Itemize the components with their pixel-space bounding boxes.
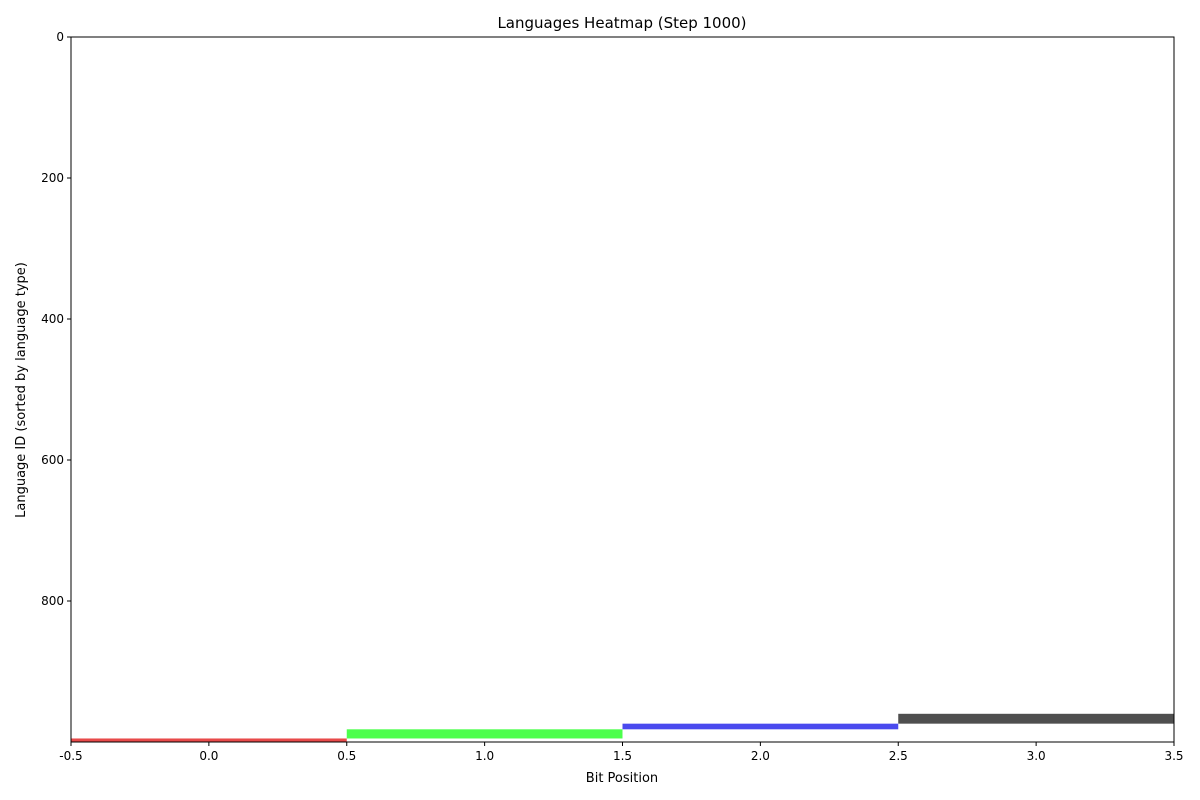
y-tick-label: 400: [41, 312, 64, 326]
x-axis-ticks: -0.5 0.0 0.5 1.0 1.5 2.0 2.5 3.0 3.5: [59, 742, 1184, 763]
x-tick-label: 3.0: [1027, 749, 1046, 763]
heatmap-cell-bit-2: [622, 723, 899, 730]
chart-title: Languages Heatmap (Step 1000): [497, 14, 746, 32]
x-tick-label: 0.0: [199, 749, 218, 763]
x-tick-label: 2.0: [751, 749, 770, 763]
x-tick-label: 1.0: [475, 749, 494, 763]
x-tick-label: 1.5: [613, 749, 632, 763]
heatmap-cell-bit-1: [346, 729, 623, 739]
y-tick-label: 0: [56, 30, 64, 44]
y-tick-label: 200: [41, 171, 64, 185]
y-axis-ticks: 0 200 400 600 800: [41, 30, 71, 608]
y-axis-label: Language ID (sorted by language type): [14, 262, 29, 518]
x-tick-label: 0.5: [337, 749, 356, 763]
y-tick-label: 800: [41, 594, 64, 608]
x-tick-label: 2.5: [889, 749, 908, 763]
heatmap-cell-bit-0: [71, 738, 347, 742]
heatmap-cells: [71, 713, 1174, 742]
heatmap-cell-bit-3: [898, 713, 1174, 724]
y-tick-label: 600: [41, 453, 64, 467]
x-axis-label: Bit Position: [586, 771, 658, 786]
x-tick-label: 3.5: [1164, 749, 1183, 763]
plot-frame: [70, 36, 1175, 743]
x-tick-label: -0.5: [59, 749, 82, 763]
